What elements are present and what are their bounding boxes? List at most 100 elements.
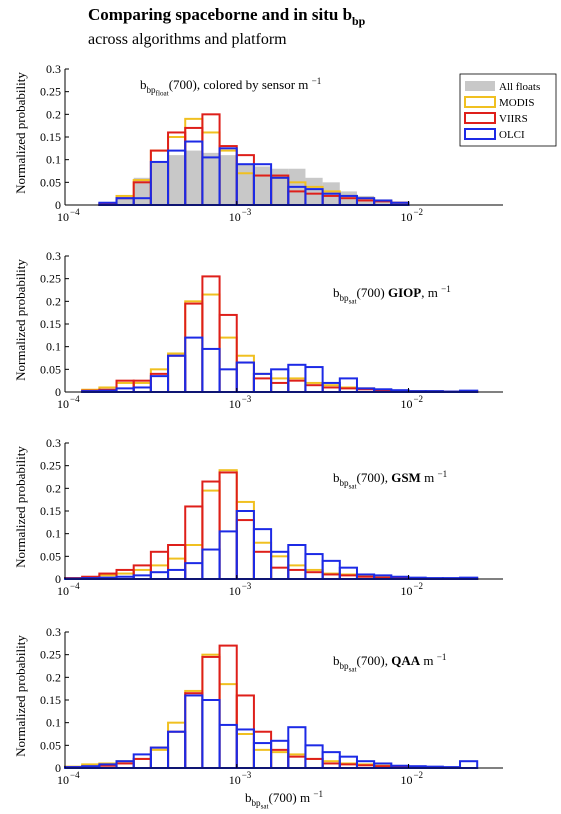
x-tick-label: 10 — [57, 773, 69, 787]
x-tick-exponent: −4 — [70, 207, 80, 217]
y-tick-label: 0.15 — [40, 693, 61, 707]
y-tick-label: 0 — [55, 385, 61, 399]
histogram-bar — [167, 352, 187, 394]
histogram-bar — [218, 469, 238, 581]
text-part: bp — [352, 14, 366, 28]
histogram-bar — [305, 177, 323, 205]
text-part: sat — [349, 666, 357, 674]
legend-label: OLCI — [499, 129, 525, 141]
text-part: m — [421, 470, 438, 485]
histogram-bar — [115, 760, 135, 770]
histogram-bar — [218, 644, 238, 769]
y-axis-label: Normalized probability — [13, 446, 28, 568]
legend-label: MODIS — [499, 97, 534, 109]
x-tick-label: 10 — [229, 210, 241, 224]
histogram-bar — [270, 381, 290, 393]
x-tick-exponent: −3 — [242, 770, 252, 780]
text-part: bp — [147, 85, 157, 95]
y-tick-label: 0.05 — [40, 362, 61, 376]
x-tick-label: 10 — [400, 773, 412, 787]
histogram-bar — [304, 757, 324, 770]
x-tick-label: 10 — [229, 397, 241, 411]
text-part: −1 — [437, 652, 447, 662]
text-part: float — [156, 90, 169, 98]
text-part: (700) — [357, 285, 388, 300]
y-tick-label: 0.2 — [46, 294, 61, 308]
legend-swatch — [464, 112, 496, 124]
histogram-bar — [150, 161, 169, 205]
histogram-bar — [459, 760, 479, 770]
histogram-bar — [270, 566, 290, 581]
x-tick-label: 10 — [400, 397, 412, 411]
histogram-bar — [167, 568, 187, 581]
text-part: (700), colored by sensor m — [169, 77, 312, 92]
histogram-bar — [184, 562, 204, 581]
y-tick-label: 0.25 — [40, 459, 61, 473]
x-tick-label: 10 — [229, 584, 241, 598]
histogram-bar — [253, 166, 272, 205]
text-part: (700), — [357, 470, 392, 485]
y-tick-label: 0 — [55, 572, 61, 586]
histogram-bar — [168, 155, 186, 205]
text-part: bp — [340, 478, 350, 488]
y-tick-label: 0.2 — [46, 107, 61, 121]
x-tick-exponent: −3 — [242, 581, 252, 591]
x-tick-label: 10 — [400, 210, 412, 224]
histogram-bar — [252, 541, 273, 581]
y-tick-label: 0.05 — [40, 738, 61, 752]
annotation: bbpfloat(700), colored by sensor m −1 — [140, 76, 321, 98]
histogram-bar — [270, 751, 290, 770]
histogram-bar — [201, 489, 221, 581]
text-part: GSM — [391, 470, 421, 485]
histogram-bar — [218, 313, 238, 393]
histogram-bar — [252, 748, 273, 769]
histogram-bar — [132, 574, 152, 581]
histogram-bar — [201, 655, 221, 770]
histogram-bar — [235, 728, 255, 770]
text-part: −1 — [312, 76, 322, 86]
annotation: bbpsat(700), GSM m −1 — [333, 469, 447, 491]
histogram-bar — [218, 368, 238, 394]
y-axis-label: Normalized probability — [13, 72, 28, 194]
histogram-bar — [252, 742, 273, 769]
histogram-bar — [218, 471, 238, 581]
y-tick-label: 0.2 — [46, 670, 61, 684]
x-axis-label: bbpsat(700) m −1 — [245, 789, 323, 811]
x-tick-exponent: −4 — [70, 770, 80, 780]
y-tick-label: 0.15 — [40, 317, 61, 331]
histogram-bar — [132, 757, 152, 770]
histogram-bar — [304, 757, 324, 770]
histogram-bar — [132, 757, 152, 770]
histogram-bar — [185, 150, 203, 205]
histogram-bar — [235, 694, 255, 770]
histogram-bar — [287, 755, 307, 770]
y-tick-label: 0.15 — [40, 130, 61, 144]
histogram-bar — [236, 164, 254, 205]
text-part: sat — [261, 803, 269, 811]
histogram-bar — [287, 568, 307, 581]
histogram-bar — [201, 480, 221, 580]
histogram-bar — [304, 384, 324, 394]
y-tick-label: 0.2 — [46, 481, 61, 495]
text-part: −1 — [437, 469, 447, 479]
histogram-bar — [132, 386, 152, 394]
annotation: bbpsat(700), QAA m −1 — [333, 652, 446, 674]
histogram-bar — [235, 361, 255, 393]
text-part: sat — [349, 298, 357, 306]
histogram-bar — [184, 694, 204, 770]
histogram-bar — [167, 557, 187, 580]
figure-subtitle: across algorithms and platform — [88, 31, 287, 48]
histogram-bar — [235, 733, 255, 769]
y-tick-label: 0.3 — [46, 62, 61, 76]
y-tick-label: 0.3 — [46, 436, 61, 450]
x-tick-exponent: −2 — [413, 581, 423, 591]
x-tick-exponent: −2 — [413, 770, 423, 780]
x-tick-label: 10 — [57, 210, 69, 224]
histogram-bar — [167, 730, 187, 770]
x-tick-exponent: −2 — [413, 207, 423, 217]
histogram-bar — [304, 571, 324, 581]
histogram-bar — [167, 721, 187, 770]
histogram-bar — [184, 689, 204, 770]
x-tick-exponent: −4 — [70, 581, 80, 591]
